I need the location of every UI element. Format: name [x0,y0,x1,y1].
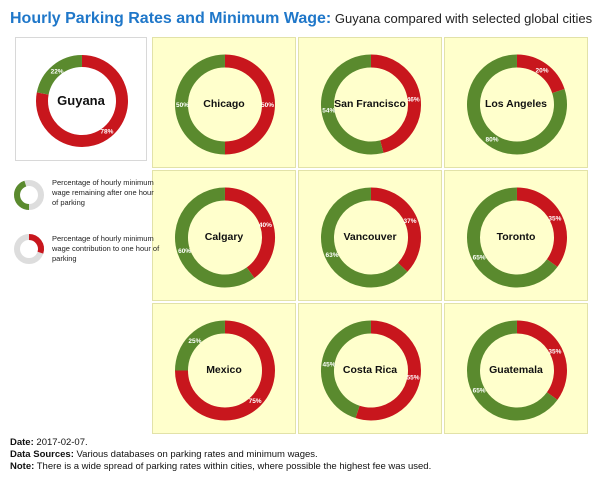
pct-label-remaining-mexico: 25% [188,338,201,345]
city-label-guyana: Guyana [57,93,105,108]
slice-remaining-calgary [175,187,255,288]
pct-label-contribution-san-francisco: 46% [407,97,420,104]
donut-panel-san-francisco: 46% 54% San Francisco [298,37,442,168]
legend-label-remaining: Percentage of hourly minimum wage remain… [52,178,154,207]
pct-label-remaining-toronto: 65% [473,254,486,261]
donut-panel-guatemala: 35% 65% Guatemala [444,303,588,434]
donut-chart-mexico: 75% 25% [175,320,275,421]
slice-remaining-los-angeles [467,54,567,155]
slice-remaining-guatemala [467,320,558,421]
pct-label-contribution-los-angeles: 20% [535,68,548,75]
city-label-mexico: Mexico [206,363,242,376]
pct-label-contribution-guyana: 78% [100,129,113,136]
donut-panel-vancouver: 37% 63% Vancouver [298,170,442,301]
donut-chart-toronto: 35% 65% [467,187,567,288]
donut-panel-toronto: 35% 65% Toronto [444,170,588,301]
pct-label-contribution-guatemala: 35% [548,349,561,356]
footer-sources: Data Sources: Various databases on parki… [10,449,318,460]
city-label-guatemala: Guatemala [489,363,543,376]
legend-item-remaining: Percentage of hourly minimum wage remain… [12,178,154,222]
chart-title: Hourly Parking Rates and Minimum Wage: G… [10,10,595,34]
title-main: Hourly Parking Rates and Minimum Wage: [10,10,332,27]
pct-label-contribution-costa-rica: 55% [406,375,419,382]
pct-label-remaining-costa-rica: 45% [322,361,335,368]
donut-panel-guyana: 78% 22% Guyana [15,37,147,161]
donut-chart-san-francisco: 46% 54% [321,54,421,155]
slice-contribution-toronto [516,187,567,267]
pct-label-remaining-calgary: 60% [178,248,191,255]
donut-panel-mexico: 75% 25% Mexico [152,303,296,434]
slice-remaining-chicago [175,54,226,155]
pct-label-remaining-san-francisco: 54% [322,107,335,114]
pct-label-contribution-calgary: 40% [259,222,272,229]
donut-chart-guyana: 78% 22% [36,55,128,147]
pct-label-contribution-vancouver: 37% [403,218,416,225]
donut-chart-chicago: 50% 50% [175,54,275,155]
slice-contribution-mexico [175,320,275,421]
slice-remaining-costa-rica [321,320,372,419]
pct-label-remaining-guyana: 22% [51,68,64,75]
slice-remaining-san-francisco [321,54,384,155]
slice-contribution-los-angeles [516,54,565,94]
legend-item-contribution: Percentage of hourly minimum wage contri… [12,232,159,276]
donut-panel-chicago: 50% 50% Chicago [152,37,296,168]
city-label-los-angeles: Los Angeles [484,97,548,110]
slice-contribution-vancouver [370,187,421,272]
slice-remaining-guyana [36,55,83,95]
donut-chart-guatemala: 35% 65% [467,320,567,421]
pct-label-remaining-vancouver: 63% [325,252,338,259]
donut-panel-los-angeles: 20% 80% Los Angeles [444,37,588,168]
pct-label-contribution-toronto: 35% [548,216,561,223]
donut-chart-vancouver: 37% 63% [321,187,421,288]
legend-swatch-remaining [14,180,44,210]
slice-contribution-costa-rica [355,320,421,421]
donut-chart-los-angeles: 20% 80% [467,54,567,155]
pct-label-contribution-mexico: 75% [249,398,262,405]
legend-swatch-contribution [14,234,44,264]
city-label-costa-rica: Costa Rica [342,363,398,376]
footer-date: Date: 2017-02-07. [10,437,88,448]
city-label-toronto: Toronto [496,230,536,243]
slice-remaining-toronto [467,187,558,288]
city-label-calgary: Calgary [204,230,244,243]
pct-label-remaining-los-angeles: 80% [485,136,498,143]
pct-label-contribution-chicago: 50% [261,102,274,109]
title-sub: Guyana compared with selected global cit… [331,11,593,26]
city-label-chicago: Chicago [203,97,245,110]
donut-panel-costa-rica: 55% 45% Costa Rica [298,303,442,434]
slice-contribution-calgary [224,187,275,278]
footer-notes: Date: 2017-02-07. Data Sources: Various … [10,437,595,473]
slice-contribution-guyana [36,55,128,147]
pct-label-remaining-guatemala: 65% [473,387,486,394]
slice-contribution-guatemala [516,320,567,400]
slice-remaining-vancouver [321,187,408,288]
pct-label-remaining-chicago: 50% [176,102,189,109]
city-label-vancouver: Vancouver [343,230,397,243]
city-label-san-francisco: San Francisco [334,97,406,110]
donut-panel-calgary: 40% 60% Calgary [152,170,296,301]
legend-label-contribution: Percentage of hourly minimum wage contri… [52,234,160,263]
slice-contribution-chicago [224,54,275,155]
donut-chart-costa-rica: 55% 45% [321,320,421,421]
donut-chart-calgary: 40% 60% [175,187,275,288]
footer-note: Note: There is a wide spread of parking … [10,461,432,472]
slice-remaining-mexico [175,320,226,371]
slice-contribution-san-francisco [370,54,421,153]
